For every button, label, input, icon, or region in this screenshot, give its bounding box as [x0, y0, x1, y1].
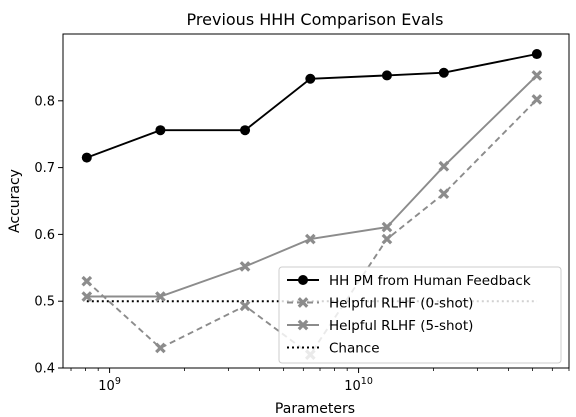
data-point — [239, 261, 251, 272]
legend-marker — [297, 319, 309, 331]
y-tick-label: 0.7 — [34, 161, 55, 176]
x-tick-label: 109 — [98, 376, 121, 394]
x-axis-label: Parameters — [275, 401, 355, 417]
data-point — [155, 125, 166, 136]
data-point — [81, 152, 92, 163]
legend-marker — [297, 297, 309, 308]
data-point — [381, 221, 393, 233]
series-helpful-rlhf-5-shot — [81, 70, 543, 302]
legend-label: HH PM from Human Feedback — [329, 273, 531, 289]
data-point — [81, 291, 93, 302]
data-point — [381, 70, 392, 81]
legend-marker — [298, 275, 308, 285]
data-point — [305, 73, 316, 84]
legend-label: Helpful RLHF (5-shot) — [329, 318, 473, 334]
legend-label: Chance — [329, 341, 380, 357]
series-hh-pm-from-human-feedback — [81, 49, 542, 163]
data-point — [438, 67, 449, 78]
y-axis-label: Accuracy — [7, 169, 23, 233]
legend-label: Helpful RLHF (0-shot) — [329, 296, 473, 312]
data-point — [155, 342, 166, 354]
data-point — [531, 49, 542, 60]
data-point — [304, 233, 316, 245]
data-point — [239, 300, 251, 312]
data-point — [155, 291, 166, 302]
x-tick-label: 1010 — [344, 376, 373, 394]
ticks-layer: 0.4 0.5 0.6 0.7 0.8 109 1010 — [34, 94, 570, 394]
y-tick-label: 0.8 — [34, 94, 55, 109]
legend: HH PM from Human Feedback Helpful RLHF (0… — [278, 266, 562, 364]
data-point — [240, 125, 251, 136]
y-tick-label: 0.4 — [34, 362, 55, 377]
chart-title: Previous HHH Comparison Evals — [187, 10, 444, 29]
plot-frame — [62, 33, 570, 369]
y-tick-label: 0.5 — [34, 295, 55, 310]
y-tick-label: 0.6 — [34, 228, 55, 243]
data-point — [381, 233, 393, 245]
data-point — [81, 275, 93, 287]
data-point — [438, 188, 450, 199]
data-point — [438, 160, 450, 172]
series-line — [86, 74, 538, 298]
data-point — [531, 70, 543, 81]
legend-box — [278, 266, 562, 364]
data-point — [531, 94, 543, 105]
